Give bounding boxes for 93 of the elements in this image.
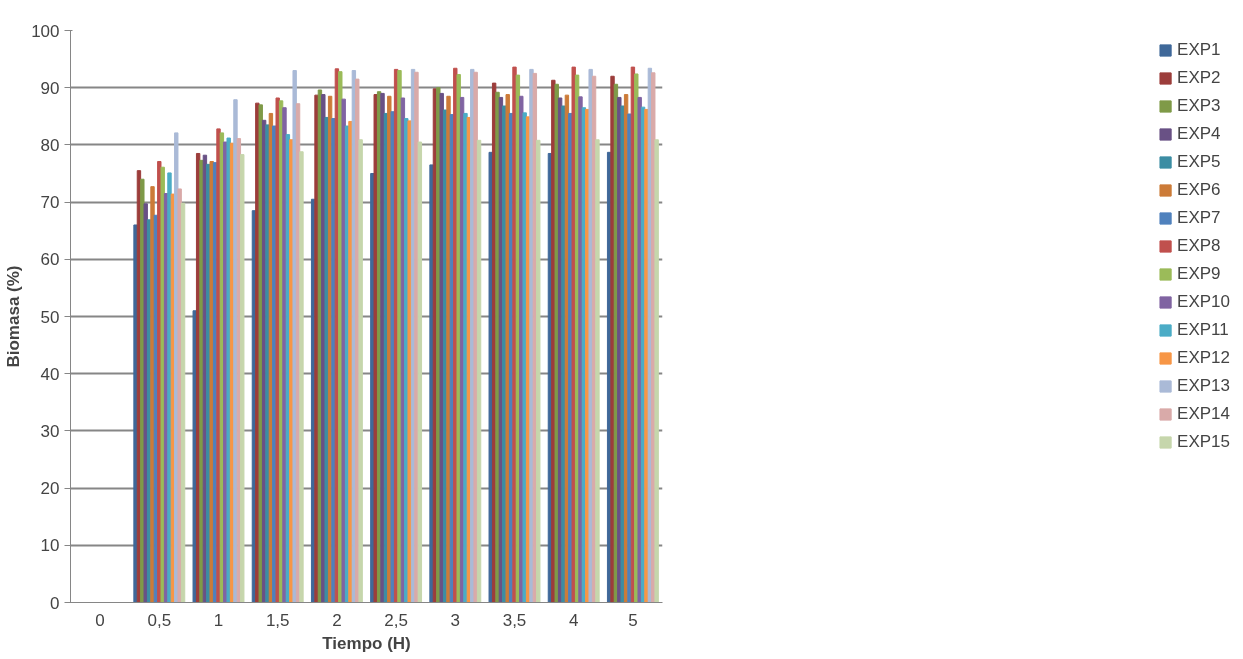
bar [627, 113, 632, 603]
bar [282, 107, 287, 603]
bar [358, 139, 363, 603]
bar [554, 83, 559, 603]
legend-label: EXP7 [1177, 208, 1221, 228]
y-tick-label: 50 [40, 307, 60, 327]
bar [588, 68, 593, 603]
x-tick-label: 1 [213, 610, 224, 630]
bar [476, 139, 482, 603]
bar [380, 92, 385, 603]
bar [505, 94, 510, 603]
x-tick-label: 0 [95, 610, 105, 630]
bar [417, 141, 423, 603]
bar [160, 166, 165, 603]
y-tick-label: 40 [40, 364, 60, 384]
bar [512, 66, 517, 603]
bar [414, 71, 419, 603]
bar [397, 70, 402, 603]
bar [314, 94, 319, 603]
legend-label: EXP5 [1177, 152, 1221, 172]
legend-label: EXP8 [1177, 236, 1221, 256]
bar [240, 154, 245, 603]
bar [446, 95, 451, 603]
bar [341, 98, 346, 603]
legend-label: EXP4 [1177, 124, 1221, 144]
y-tick-label: 30 [40, 421, 60, 441]
x-tick-label: 2,5 [384, 610, 408, 630]
bar [578, 96, 583, 603]
bar [495, 91, 500, 603]
bar [324, 116, 329, 603]
bar [488, 151, 493, 603]
legend-label: EXP6 [1177, 180, 1221, 200]
legend-label: EXP13 [1177, 376, 1230, 396]
bar [429, 164, 434, 603]
bar [331, 118, 336, 603]
bar [595, 139, 600, 603]
x-tick-label: 3 [450, 610, 461, 630]
legend-label: EXP2 [1177, 68, 1221, 88]
legend-label: EXP11 [1177, 320, 1229, 340]
y-tick-label: 80 [40, 135, 60, 155]
bar [439, 92, 444, 603]
bar [299, 151, 304, 603]
bar [143, 203, 148, 603]
x-tick-label: 4 [568, 610, 579, 630]
bar [529, 68, 534, 603]
bar [226, 137, 231, 603]
legend-label: EXP3 [1177, 96, 1221, 116]
legend-label: EXP15 [1177, 432, 1230, 452]
bar [180, 202, 186, 603]
bar [167, 172, 172, 603]
bar [463, 112, 468, 603]
bar [620, 105, 625, 603]
bar [199, 159, 204, 603]
y-tick-label: 0 [50, 593, 60, 613]
bar [373, 94, 378, 603]
legend-label: EXP10 [1177, 292, 1230, 312]
bar [644, 108, 649, 603]
bar [177, 188, 182, 603]
x-tick-label: 0,5 [147, 610, 172, 630]
x-tick-label: 2 [332, 610, 342, 630]
bar [292, 70, 297, 603]
bar [265, 124, 270, 603]
bar [637, 96, 642, 603]
y-tick-label: 60 [40, 250, 60, 270]
bar [610, 75, 615, 603]
bar [133, 224, 138, 603]
bar [654, 139, 659, 603]
x-axis-title: Tiempo (H) [322, 633, 411, 653]
bar [192, 310, 197, 603]
bar [536, 139, 541, 603]
bar [561, 105, 566, 603]
x-tick-label: 5 [628, 610, 638, 630]
x-tick-label: 3,5 [502, 610, 527, 630]
bar [233, 99, 238, 603]
y-tick-label: 90 [40, 78, 60, 98]
y-tick-label: 20 [40, 479, 60, 499]
bar [348, 120, 353, 603]
bar [522, 112, 527, 603]
x-tick-label: 1,5 [265, 610, 290, 630]
y-tick-label: 100 [31, 21, 60, 41]
legend-label: EXP14 [1177, 404, 1230, 424]
legend-label: EXP12 [1177, 348, 1230, 368]
legend-label: EXP9 [1177, 264, 1221, 284]
y-tick-label: 10 [40, 536, 60, 556]
bar [150, 186, 155, 603]
bar [216, 128, 221, 603]
bar [456, 74, 461, 603]
bar [571, 66, 576, 603]
y-tick-label: 70 [40, 193, 60, 213]
bar [275, 97, 280, 603]
y-axis-title: Biomasa (%) [4, 265, 24, 368]
legend-label: EXP1 [1177, 40, 1221, 60]
bar [390, 111, 395, 603]
